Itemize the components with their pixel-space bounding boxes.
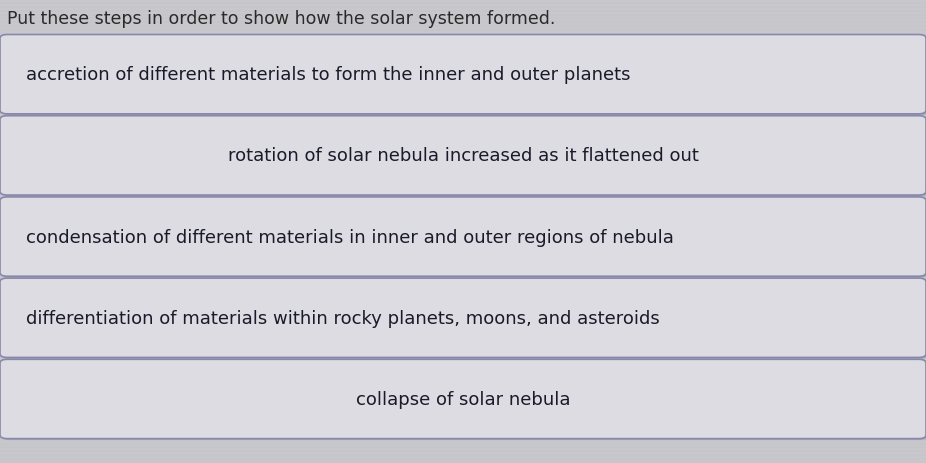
FancyBboxPatch shape <box>2 280 926 359</box>
FancyBboxPatch shape <box>0 35 926 115</box>
FancyBboxPatch shape <box>2 118 926 197</box>
Text: rotation of solar nebula increased as it flattened out: rotation of solar nebula increased as it… <box>228 147 698 165</box>
FancyBboxPatch shape <box>0 198 926 277</box>
FancyBboxPatch shape <box>2 361 926 440</box>
FancyBboxPatch shape <box>0 117 926 195</box>
Text: condensation of different materials in inner and outer regions of nebula: condensation of different materials in i… <box>26 228 674 246</box>
FancyBboxPatch shape <box>2 37 926 116</box>
Text: accretion of different materials to form the inner and outer planets: accretion of different materials to form… <box>26 66 631 84</box>
FancyBboxPatch shape <box>0 278 926 357</box>
FancyBboxPatch shape <box>0 359 926 439</box>
FancyBboxPatch shape <box>2 199 926 278</box>
Text: Put these steps in order to show how the solar system formed.: Put these steps in order to show how the… <box>7 10 556 28</box>
Text: differentiation of materials within rocky planets, moons, and asteroids: differentiation of materials within rock… <box>26 309 659 327</box>
Text: collapse of solar nebula: collapse of solar nebula <box>356 390 570 408</box>
